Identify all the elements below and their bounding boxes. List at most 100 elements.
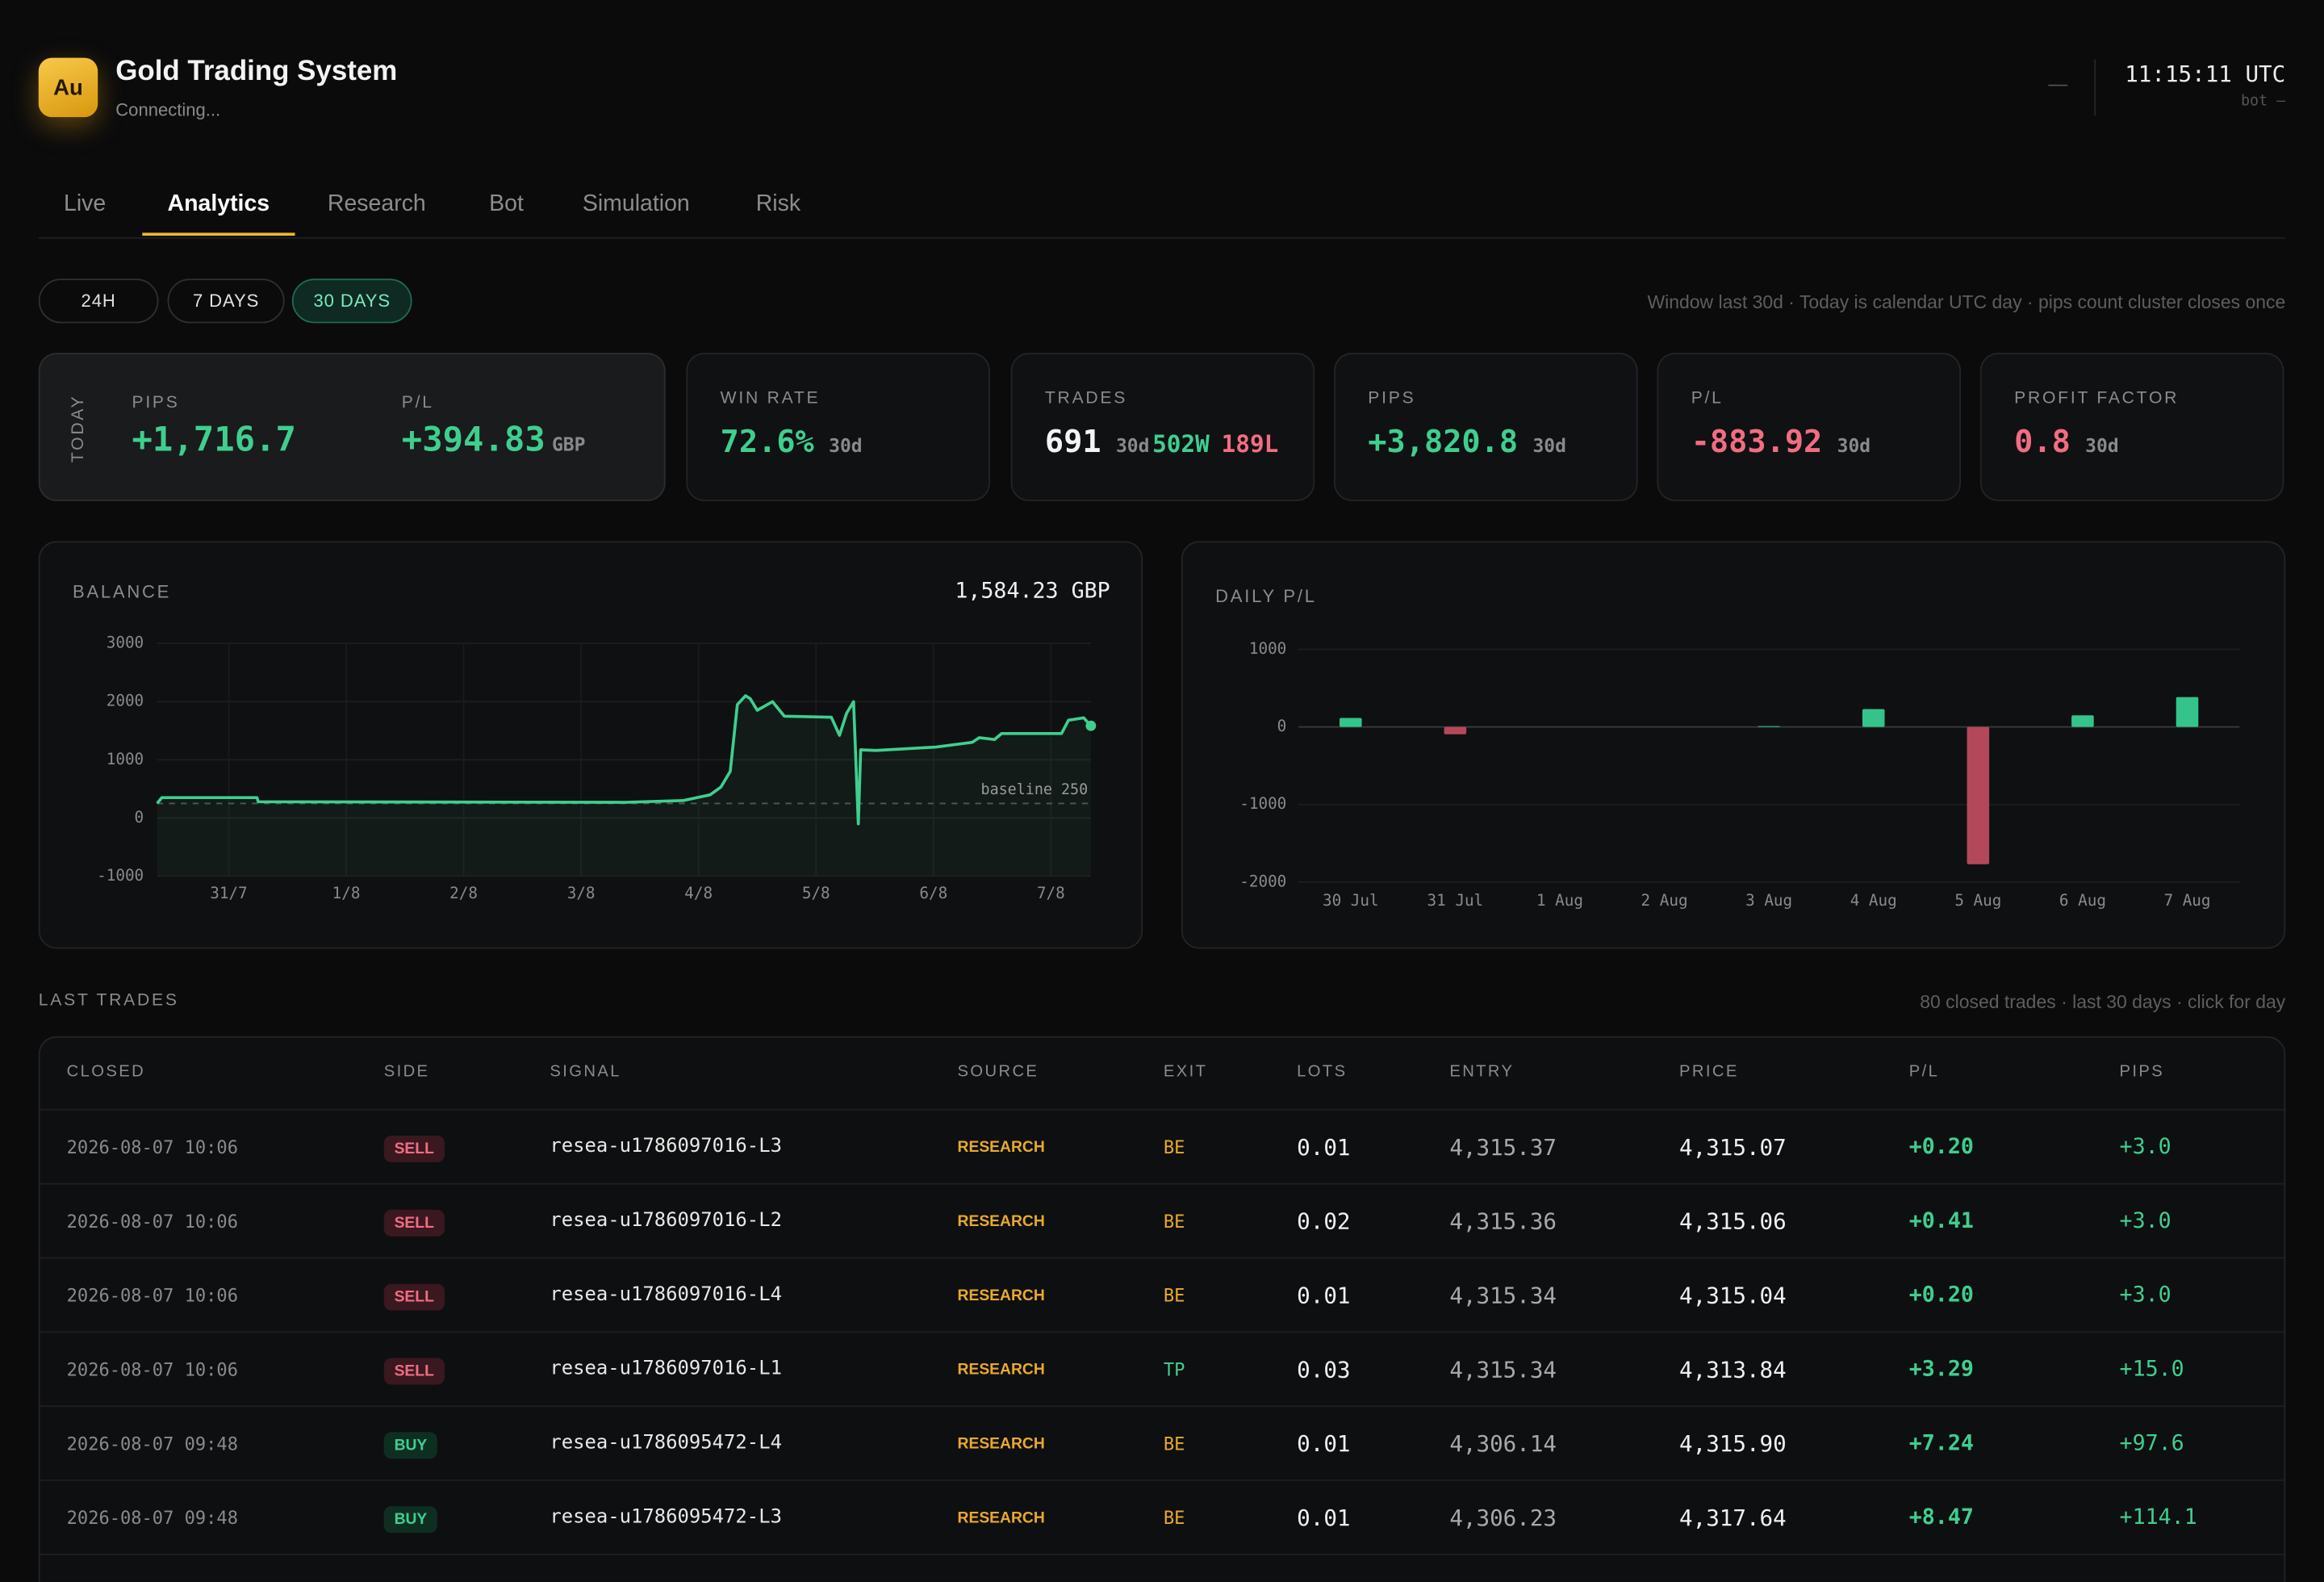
trade-cell: +0.41 bbox=[1908, 1209, 1974, 1234]
tab-underline bbox=[142, 232, 295, 236]
trade-cell: resea-u1786097016-L1 bbox=[550, 1358, 782, 1381]
y-tick-label: 2000 bbox=[107, 692, 144, 710]
trade-cell: 0.02 bbox=[1297, 1207, 1351, 1236]
column-header: LOTS bbox=[1297, 1062, 1348, 1081]
trade-cell: 2026-08-07 09:48 bbox=[66, 1507, 238, 1529]
trade-cell: +114.1 bbox=[2119, 1506, 2197, 1530]
column-header: SOURCE bbox=[957, 1062, 1039, 1081]
x-tick-label: 5/8 bbox=[802, 884, 830, 902]
trade-cell: 4,315.34 bbox=[1449, 1282, 1557, 1309]
kpi-row: 72.6% 30d bbox=[721, 424, 863, 459]
kpi-losses: 189L bbox=[1221, 429, 1279, 458]
kpi-card: P/L -883.92 30d bbox=[1657, 353, 1962, 501]
kpi-label: PROFIT FACTOR bbox=[2014, 390, 2180, 408]
pl-label: P/L bbox=[401, 394, 434, 412]
x-tick-label: 7 Aug bbox=[2164, 891, 2211, 910]
kpi-value: 0.8 bbox=[2014, 424, 2071, 460]
x-tick-label: 4 Aug bbox=[1850, 891, 1897, 910]
x-tick-label: 6 Aug bbox=[2059, 891, 2106, 910]
tab[interactable]: Research bbox=[327, 190, 426, 217]
trade-cell: 0.01 bbox=[1297, 1430, 1351, 1458]
status: Connecting... bbox=[115, 99, 221, 120]
tab-rule bbox=[38, 236, 2286, 239]
trade-cell: +97.6 bbox=[2119, 1432, 2184, 1456]
app-title: Gold Trading System bbox=[115, 56, 398, 88]
column-header: P/L bbox=[1908, 1062, 1940, 1081]
y-tick-label: 1000 bbox=[107, 750, 144, 768]
y-tick-label: 0 bbox=[135, 808, 144, 827]
bar bbox=[1340, 718, 1362, 727]
tab[interactable]: Risk bbox=[755, 190, 801, 217]
side-cell: BUY bbox=[383, 1505, 438, 1534]
trade-cell: resea-u1786097016-L3 bbox=[550, 1135, 782, 1158]
trade-cell: RESEARCH bbox=[957, 1509, 1045, 1527]
tab[interactable]: Bot bbox=[489, 190, 524, 217]
trade-cell: TP bbox=[1163, 1359, 1185, 1381]
trade-cell: RESEARCH bbox=[957, 1138, 1045, 1157]
trade-cell: resea-u1786095472-L3 bbox=[550, 1506, 782, 1529]
side-cell: SELL bbox=[383, 1283, 445, 1311]
x-tick-label: 2/8 bbox=[449, 884, 478, 902]
x-tick-label: 1 Aug bbox=[1536, 891, 1583, 910]
trade-row[interactable]: 2026-08-07 09:48 BUY resea-u1786095472-L3 R… bbox=[40, 1479, 2284, 1554]
bar bbox=[1758, 726, 1780, 727]
chart-title: DAILY P/L bbox=[1215, 586, 1317, 606]
pips-label: PIPS bbox=[132, 394, 180, 412]
filter-pill[interactable]: 24H bbox=[38, 278, 159, 324]
trades-title: LAST TRADES bbox=[38, 991, 179, 1010]
trade-cell: 4,306.23 bbox=[1449, 1505, 1557, 1532]
trades-note: 80 closed trades · last 30 days · click … bbox=[1920, 991, 2286, 1013]
trade-cell: 4,315.36 bbox=[1449, 1207, 1557, 1236]
balance-area bbox=[157, 695, 1091, 877]
bar bbox=[1862, 709, 1885, 727]
kpi-period: 30d bbox=[1115, 434, 1150, 457]
trade-row[interactable]: 2026-08-07 10:06 SELL resea-u1786097016-L1… bbox=[40, 1331, 2284, 1405]
x-tick-label: 6/8 bbox=[919, 884, 947, 902]
tab[interactable]: Live bbox=[63, 190, 107, 217]
trade-cell: 4,315.06 bbox=[1679, 1207, 1787, 1236]
trade-cell: 0.01 bbox=[1297, 1134, 1351, 1161]
kpi-period: 30d bbox=[1837, 434, 1871, 457]
kpi-value: 72.6% bbox=[720, 424, 814, 460]
kpi-card: TRADES 691 30d 502W 189L bbox=[1010, 353, 1315, 501]
kpi-card: PROFIT FACTOR 0.8 30d bbox=[1979, 353, 2284, 501]
trade-cell: +8.47 bbox=[1908, 1506, 1974, 1530]
column-header: EXIT bbox=[1163, 1062, 1208, 1081]
kpi-label: TRADES bbox=[1044, 390, 1128, 408]
x-tick-label: 5 Aug bbox=[1954, 891, 2001, 910]
trade-row[interactable]: 2026-08-07 10:06 SELL resea-u1786097016-L2… bbox=[40, 1182, 2284, 1258]
kpi-row: -883.92 30d bbox=[1691, 424, 1870, 459]
kpi-value: -883.92 bbox=[1691, 424, 1823, 460]
trade-row[interactable] bbox=[40, 1553, 2284, 1582]
trade-row[interactable]: 2026-08-07 09:48 BUY resea-u1786095472-L4 R… bbox=[40, 1405, 2284, 1479]
tab[interactable]: Analytics bbox=[167, 190, 270, 217]
pips-value: +1,716.7 bbox=[132, 421, 296, 460]
trade-cell: +0.20 bbox=[1908, 1135, 1974, 1160]
last-point bbox=[1085, 720, 1097, 731]
y-tick-label: -2000 bbox=[1239, 872, 1286, 890]
trade-cell: 2026-08-07 10:06 bbox=[66, 1136, 238, 1158]
y-tick-label: -1000 bbox=[1239, 794, 1286, 813]
tab[interactable]: Simulation bbox=[582, 190, 690, 217]
divider bbox=[2094, 59, 2096, 116]
trade-cell: 2026-08-07 10:06 bbox=[66, 1285, 238, 1307]
trades-table: CLOSED SIDE SIGNAL SOURCE EXIT LOTS ENTRY PRICE… bbox=[38, 1036, 2286, 1582]
filter-pill[interactable]: 7 DAYS bbox=[167, 278, 285, 324]
filter-pill[interactable]: 30 DAYS bbox=[291, 278, 412, 324]
trade-cell: BE bbox=[1163, 1285, 1185, 1307]
current-balance: 1,584.23 GBP bbox=[955, 578, 1110, 603]
x-tick-label: 1/8 bbox=[332, 884, 361, 902]
trade-row[interactable]: 2026-08-07 10:06 SELL resea-u1786097016-L4… bbox=[40, 1257, 2284, 1332]
column-header: ENTRY bbox=[1449, 1062, 1515, 1081]
bar bbox=[1444, 726, 1467, 734]
trade-row[interactable]: 2026-08-07 10:06 SELL resea-u1786097016-L3… bbox=[40, 1108, 2284, 1183]
y-tick-label: 3000 bbox=[107, 634, 144, 652]
kpi-period: 30d bbox=[1532, 434, 1566, 457]
side-badge: SELL bbox=[383, 1209, 445, 1237]
baseline-label: baseline 250 bbox=[981, 781, 1089, 798]
kpi-label: PIPS bbox=[1368, 390, 1416, 408]
kpi-row: +3,820.8 30d bbox=[1368, 424, 1566, 459]
logo: Au bbox=[38, 57, 98, 118]
x-tick-label: 3 Aug bbox=[1745, 891, 1792, 910]
trade-cell: BE bbox=[1163, 1211, 1185, 1233]
